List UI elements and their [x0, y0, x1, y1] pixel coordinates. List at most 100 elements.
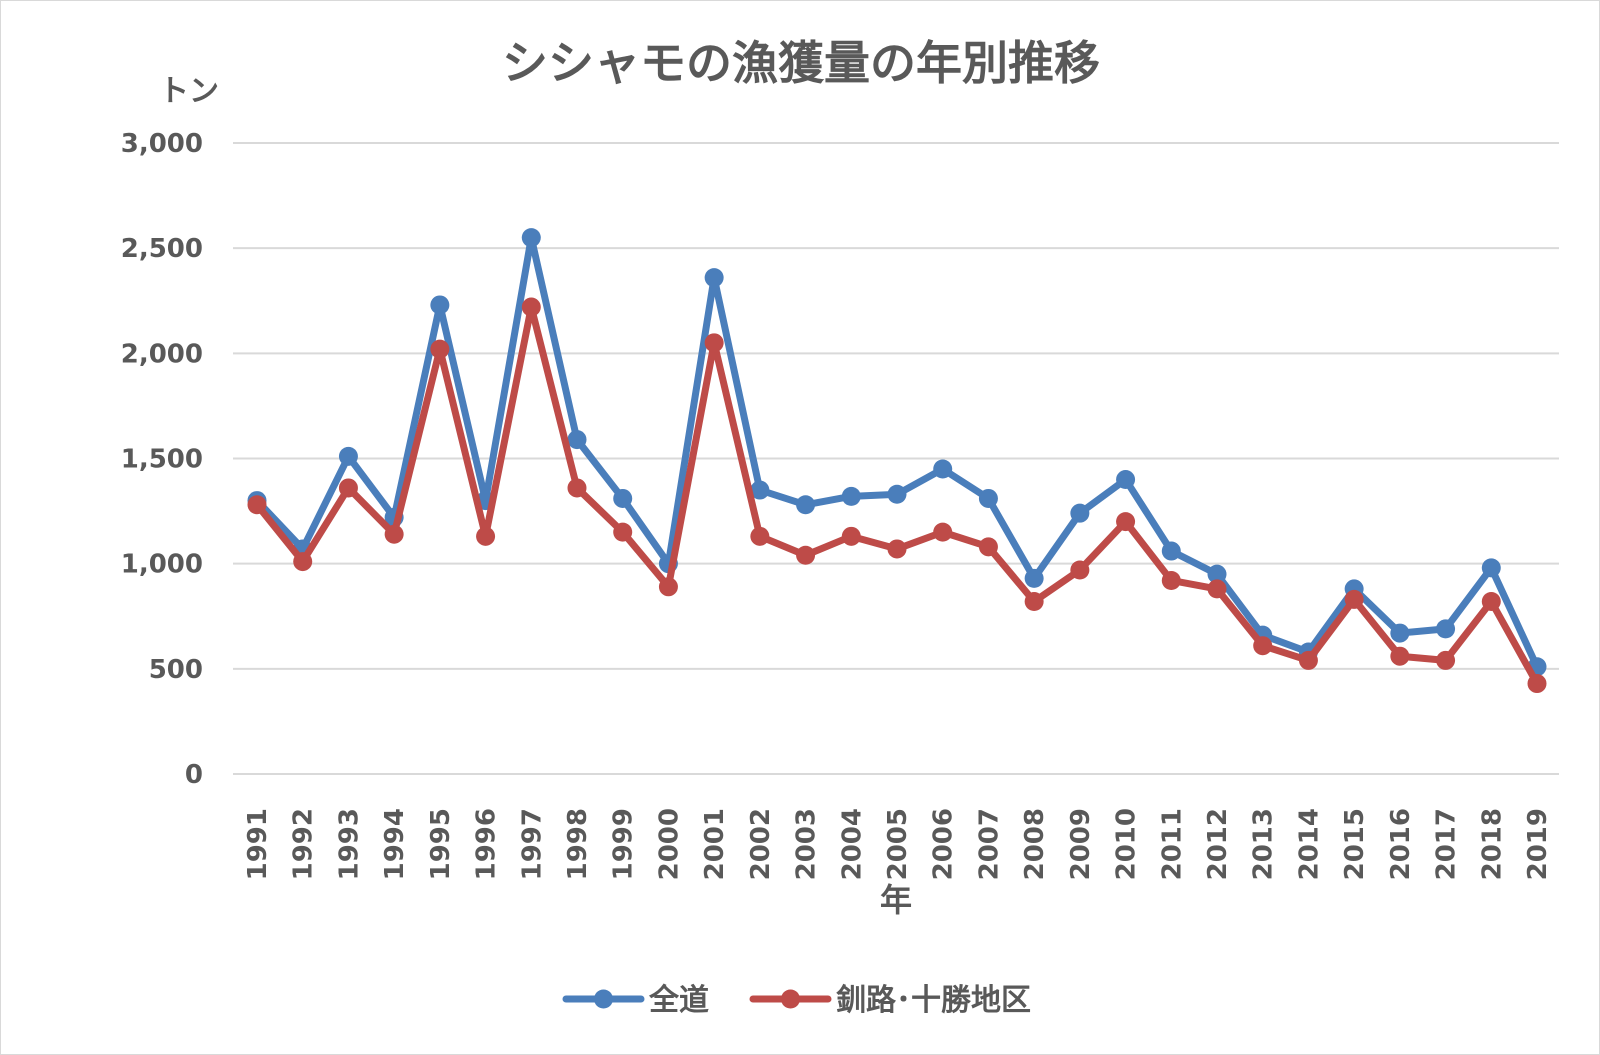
data-point	[1436, 619, 1456, 639]
y-tick-label: 2,000	[121, 339, 203, 369]
x-tick-label: 1994	[380, 808, 410, 880]
y-tick-label: 500	[149, 655, 203, 685]
x-tick-label: 1996	[472, 808, 502, 880]
data-point	[476, 526, 496, 546]
data-point	[293, 552, 313, 572]
data-point	[1070, 503, 1090, 523]
data-point	[1253, 636, 1273, 656]
x-tick-label: 2011	[1157, 808, 1187, 880]
legend-marker	[594, 989, 613, 1009]
data-point	[658, 577, 678, 597]
x-tick-label: 2018	[1477, 808, 1507, 880]
data-point	[338, 446, 358, 466]
data-point	[887, 539, 907, 559]
x-tick-label: 2001	[700, 808, 730, 880]
y-axis-unit-label: トン	[159, 74, 219, 109]
data-point	[567, 430, 587, 450]
data-point	[978, 537, 998, 557]
data-point	[1116, 470, 1136, 490]
x-tick-label: 2005	[883, 808, 913, 880]
x-tick-label: 1999	[609, 808, 639, 880]
data-point	[887, 484, 907, 504]
data-point	[1390, 646, 1410, 666]
chart-title: シシャモの漁獲量の年別推移	[502, 36, 1100, 90]
data-point	[247, 495, 267, 515]
y-tick-label: 2,500	[121, 234, 203, 264]
gridlines	[233, 142, 1559, 775]
data-point	[1207, 579, 1227, 599]
data-point	[430, 295, 450, 315]
series-line	[253, 234, 1541, 671]
x-tick-label: 1997	[517, 808, 547, 880]
x-tick-label: 2013	[1249, 808, 1279, 880]
x-tick-label: 2003	[792, 808, 822, 880]
x-tick-label: 2012	[1203, 808, 1233, 880]
x-tick-label: 2009	[1066, 808, 1096, 880]
data-point	[613, 522, 633, 542]
y-tick-label: 3,000	[121, 129, 203, 159]
x-tick-label: 1998	[563, 808, 593, 880]
data-point	[1527, 674, 1547, 694]
series-1	[247, 228, 1547, 677]
x-tick-label: 2016	[1386, 808, 1416, 880]
legend-label: 全道	[648, 983, 709, 1018]
data-point	[613, 488, 633, 508]
data-point	[796, 495, 816, 515]
x-axis-ticks: 1991 1992 1993 1994 1995 1996 1997 1998 1999 2000…	[243, 808, 1553, 880]
x-tick-label: 1991	[243, 808, 273, 880]
x-tick-label: 1993	[334, 808, 364, 880]
data-point	[750, 480, 770, 500]
data-point	[841, 526, 861, 546]
data-point	[521, 297, 541, 317]
data-point	[933, 459, 953, 479]
data-point	[1481, 592, 1501, 612]
x-tick-label: 2014	[1294, 808, 1324, 880]
data-point	[1161, 570, 1181, 590]
y-tick-label: 1,000	[121, 550, 203, 580]
data-point	[1116, 512, 1136, 532]
data-point	[1344, 589, 1364, 609]
data-point	[338, 478, 358, 498]
y-axis-ticks: 0 500 1,000 1,500 2,000 2,500 3,000	[121, 129, 203, 790]
x-tick-label: 2002	[746, 808, 776, 880]
data-point	[978, 488, 998, 508]
data-point	[1436, 650, 1456, 670]
data-point	[1024, 592, 1044, 612]
legend-entry: 全道	[562, 983, 709, 1018]
data-point	[1390, 623, 1410, 643]
series-lines	[247, 228, 1547, 694]
x-tick-label: 2010	[1112, 808, 1142, 880]
data-point	[430, 339, 450, 359]
y-tick-label: 0	[185, 760, 203, 790]
x-axis-label: 年	[880, 881, 912, 919]
x-tick-label: 2000	[654, 808, 684, 880]
x-tick-label: 2007	[974, 808, 1004, 880]
legend-marker	[781, 989, 800, 1009]
x-tick-label: 2015	[1340, 808, 1370, 880]
legend-entry: 釧路･十勝地区	[749, 983, 1031, 1018]
data-point	[704, 268, 724, 288]
x-tick-label: 2017	[1432, 808, 1462, 880]
legend: 全道 釧路･十勝地区	[562, 983, 1031, 1018]
x-tick-label: 1995	[426, 808, 456, 880]
data-point	[704, 333, 724, 353]
data-point	[933, 522, 953, 542]
data-point	[750, 526, 770, 546]
y-tick-label: 1,500	[121, 445, 203, 475]
data-point	[1481, 558, 1501, 578]
x-tick-label: 2019	[1523, 808, 1553, 880]
series-2	[247, 297, 1547, 694]
data-point	[567, 478, 587, 498]
data-point	[1024, 568, 1044, 588]
x-tick-label: 1992	[289, 808, 319, 880]
data-point	[521, 228, 541, 248]
data-point	[384, 524, 404, 544]
data-point	[1161, 541, 1181, 561]
data-point	[796, 545, 816, 565]
legend-label: 釧路･十勝地区	[836, 983, 1031, 1018]
data-point	[1070, 560, 1090, 580]
x-tick-label: 2006	[929, 808, 959, 880]
data-point	[1207, 564, 1227, 584]
